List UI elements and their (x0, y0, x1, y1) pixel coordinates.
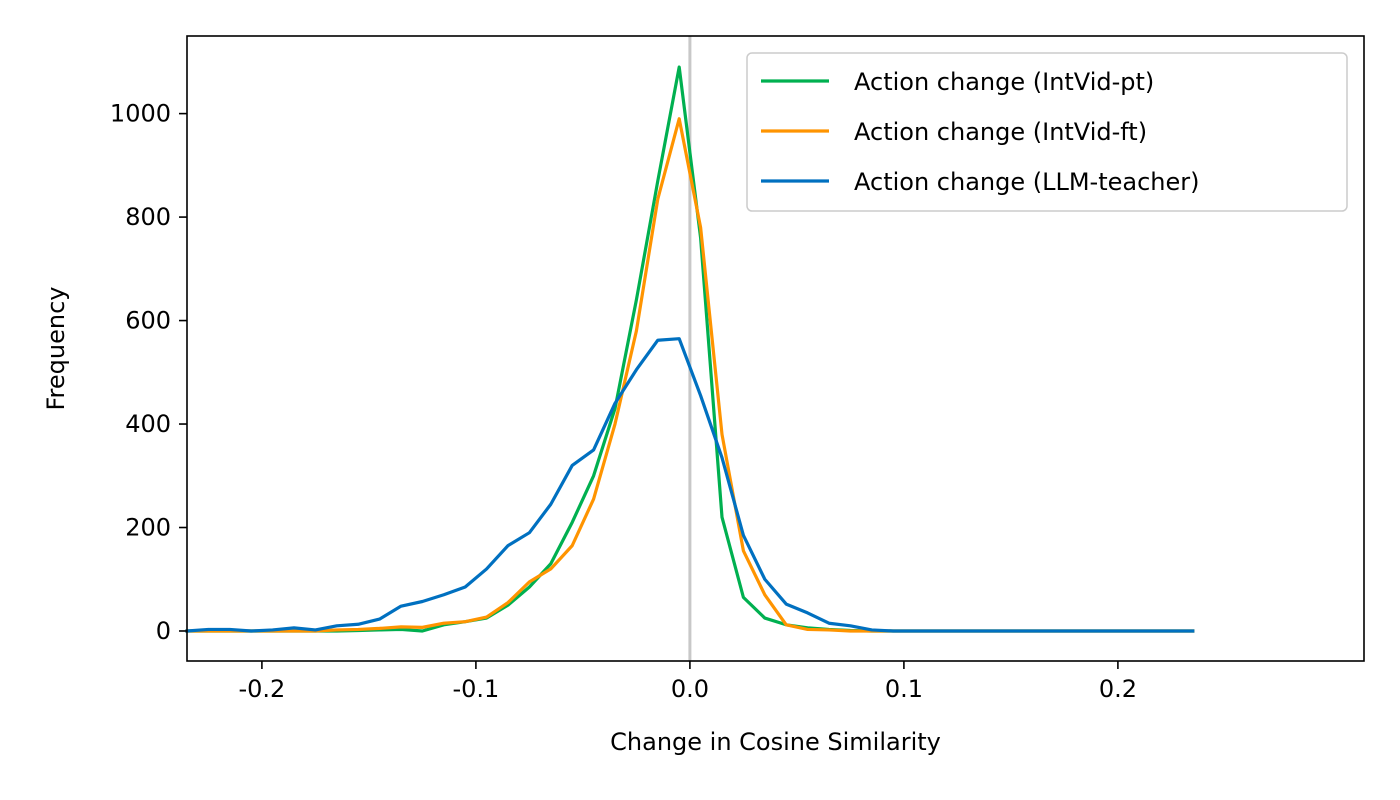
x-tick-label: 0.0 (671, 675, 709, 703)
x-axis: -0.2 -0.1 0.0 0.1 0.2 (238, 661, 1137, 703)
legend-label-1: Action change (IntVid-pt) (854, 68, 1154, 96)
x-tick-label: -0.2 (238, 675, 285, 703)
legend-label-3: Action change (LLM-teacher) (854, 168, 1200, 196)
y-axis-title: Frequency (42, 287, 70, 411)
y-tick-label: 600 (125, 307, 171, 335)
legend-box (746, 52, 1348, 212)
legend: Action change (IntVid-pt) Action change (… (746, 52, 1348, 212)
x-tick-label: 0.2 (1099, 675, 1137, 703)
x-tick-label: -0.1 (452, 675, 499, 703)
legend-label-2: Action change (IntVid-ft) (854, 118, 1147, 146)
x-tick-label: 0.1 (885, 675, 923, 703)
axes-frame (186, 35, 1365, 662)
series-line-3 (185, 337, 1195, 633)
series-layer (185, 65, 1195, 633)
y-tick-label: 400 (125, 410, 171, 438)
x-axis-title: Change in Cosine Similarity (610, 728, 941, 756)
y-tick-label: 800 (125, 203, 171, 231)
y-tick-label: 200 (125, 514, 171, 542)
y-axis: 0 200 400 600 800 1000 (110, 100, 187, 645)
y-tick-label: 0 (156, 617, 171, 645)
y-tick-label: 1000 (110, 100, 171, 128)
